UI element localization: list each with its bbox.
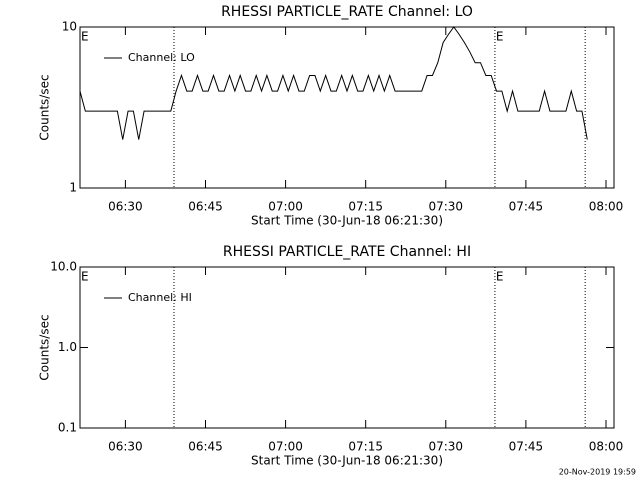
annotation: E [496,30,504,44]
y-tick-label: 1.0 [58,340,77,354]
annotation: E [81,30,89,44]
x-tick-label: 07:30 [428,440,463,454]
data-line [79,26,588,140]
legend-label: Channel: HI [128,291,192,304]
x-tick-label: 07:15 [348,440,383,454]
x-axis-label: Start Time (30-Jun-18 06:21:30) [251,454,443,468]
y-tick-label: 0.1 [58,421,77,435]
x-tick-label: 06:30 [108,440,143,454]
x-tick-label: 08:00 [589,200,624,214]
x-tick-label: 07:15 [348,200,383,214]
x-tick-label: 07:30 [428,200,463,214]
x-tick-label: 07:00 [268,440,303,454]
annotation: E [496,270,504,284]
y-axis-label: Counts/sec [38,314,52,380]
y-tick-label: 10 [62,20,77,34]
x-tick-label: 07:00 [268,200,303,214]
x-tick-label: 06:30 [108,200,143,214]
x-tick-label: 06:45 [188,440,223,454]
plot-frame [79,26,615,189]
x-tick-label: 08:00 [589,440,624,454]
y-tick-label: 10.0 [50,260,77,274]
chart-title: RHESSI PARTICLE_RATE Channel: LO [221,4,473,20]
y-axis-label: Counts/sec [38,74,52,140]
x-tick-label: 06:45 [188,200,223,214]
annotation: E [81,270,89,284]
y-tick-label: 1 [69,181,77,195]
x-tick-label: 07:45 [509,200,544,214]
x-tick-label: 07:45 [509,440,544,454]
x-axis-label: Start Time (30-Jun-18 06:21:30) [251,214,443,228]
footer: 20-Nov-2019 19:59 [559,468,636,477]
legend-label: Channel: LO [128,51,195,64]
chart-title: RHESSI PARTICLE_RATE Channel: HI [223,244,471,260]
